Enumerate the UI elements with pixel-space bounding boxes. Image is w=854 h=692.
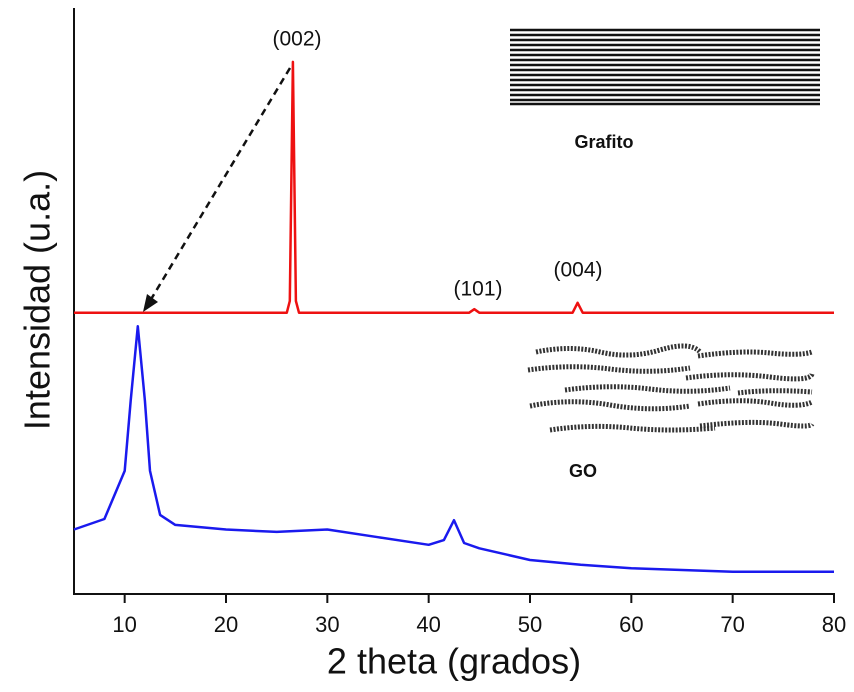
annotation: Grafito — [574, 132, 633, 152]
x-tick-label: 30 — [315, 612, 339, 637]
x-tick-label: 80 — [822, 612, 846, 637]
x-axis-label: 2 theta (grados) — [327, 641, 581, 682]
x-tick-label: 50 — [518, 612, 542, 637]
graphite-layers — [510, 28, 820, 106]
x-tick-label: 10 — [112, 612, 136, 637]
series-line — [73, 324, 834, 573]
annotation: (002) — [272, 28, 321, 51]
annotation: (004) — [553, 259, 602, 282]
y-axis-label: Intensidad (u.a.) — [17, 170, 58, 430]
series-line — [74, 60, 834, 314]
x-tick-label: 40 — [416, 612, 440, 637]
x-tick-label: 20 — [214, 612, 238, 637]
arrow — [143, 67, 292, 312]
annotation: (101) — [453, 278, 502, 301]
x-tick-label: 70 — [720, 612, 744, 637]
annotation: GO — [569, 461, 597, 481]
go-sheets — [527, 343, 815, 433]
x-tick-label: 60 — [619, 612, 643, 637]
